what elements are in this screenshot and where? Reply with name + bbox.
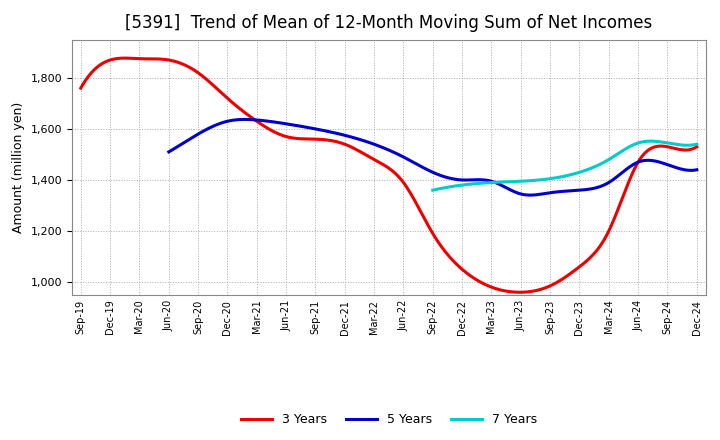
3 Years — [693, 144, 701, 150]
5 Years — [166, 148, 175, 154]
5 Years — [526, 192, 535, 198]
7 Years — [590, 164, 599, 169]
5 Years — [240, 117, 249, 122]
3 Years — [76, 85, 85, 91]
7 Years — [585, 166, 593, 172]
5 Years — [479, 177, 487, 183]
3 Years — [456, 264, 464, 270]
3 Years — [120, 55, 128, 61]
7 Years — [647, 139, 655, 144]
5 Years — [490, 180, 498, 185]
3 Years — [516, 290, 524, 295]
3 Years — [444, 252, 452, 257]
Line: 7 Years: 7 Years — [433, 141, 697, 190]
3 Years — [600, 237, 608, 242]
5 Years — [480, 177, 489, 183]
5 Years — [164, 149, 173, 154]
7 Years — [652, 139, 660, 144]
Line: 5 Years: 5 Years — [168, 119, 697, 195]
7 Years — [429, 187, 438, 193]
7 Years — [428, 187, 437, 193]
5 Years — [613, 174, 621, 179]
Title: [5391]  Trend of Mean of 12-Month Moving Sum of Net Incomes: [5391] Trend of Mean of 12-Month Moving … — [125, 15, 652, 33]
5 Years — [693, 167, 701, 172]
3 Years — [639, 152, 647, 158]
3 Years — [78, 82, 87, 87]
Y-axis label: Amount (million yen): Amount (million yen) — [12, 102, 25, 233]
3 Years — [445, 254, 454, 260]
5 Years — [647, 158, 655, 163]
7 Years — [585, 166, 594, 171]
Line: 3 Years: 3 Years — [81, 58, 697, 292]
Legend: 3 Years, 5 Years, 7 Years: 3 Years, 5 Years, 7 Years — [235, 408, 542, 431]
7 Years — [669, 141, 678, 147]
7 Years — [693, 142, 701, 147]
